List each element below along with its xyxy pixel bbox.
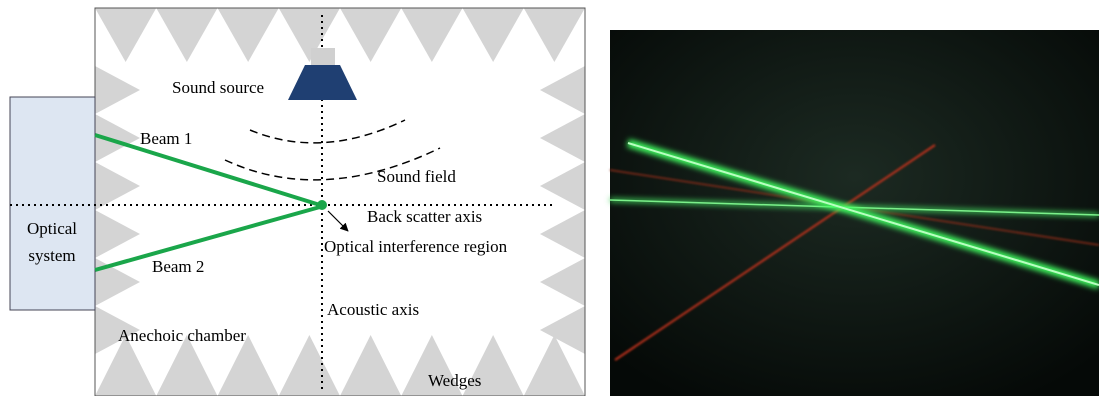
label: Wedges	[428, 371, 481, 390]
beam-1	[95, 135, 320, 205]
wedge	[95, 66, 140, 114]
wedge	[401, 8, 462, 62]
wedge	[540, 306, 585, 354]
wedge	[540, 114, 585, 162]
wedge	[340, 335, 401, 396]
figure: Sound source Beam 1 Sound field Back sca…	[0, 0, 1099, 396]
optical-system-box	[10, 97, 95, 310]
label: Sound source	[172, 78, 264, 97]
label: Back scatter axis	[367, 207, 482, 226]
photo	[610, 30, 1099, 396]
label: system	[28, 246, 75, 265]
wedge	[463, 8, 524, 62]
label: Optical	[27, 219, 77, 238]
label: Optical interference region	[324, 237, 508, 256]
wedge	[540, 258, 585, 306]
wedge	[540, 66, 585, 114]
label: Sound field	[377, 167, 456, 186]
wedge	[340, 8, 401, 62]
page: Sound source Beam 1 Sound field Back sca…	[0, 0, 1099, 396]
wedge	[540, 210, 585, 258]
wedge	[95, 162, 140, 210]
arrow	[328, 211, 348, 231]
interference-point	[317, 200, 327, 210]
wedge	[540, 162, 585, 210]
wedge	[279, 335, 340, 396]
label: Anechoic chamber	[118, 326, 246, 345]
speaker-cone	[288, 65, 357, 100]
sound-wave	[250, 120, 405, 143]
wedge	[95, 8, 156, 62]
speaker-body	[311, 48, 335, 65]
wedge	[95, 210, 140, 258]
wedge	[156, 8, 217, 62]
label: Beam 1	[140, 129, 192, 148]
wedge	[524, 8, 585, 62]
wedge	[218, 8, 279, 62]
label: Beam 2	[152, 257, 204, 276]
label: Acoustic axis	[327, 300, 419, 319]
